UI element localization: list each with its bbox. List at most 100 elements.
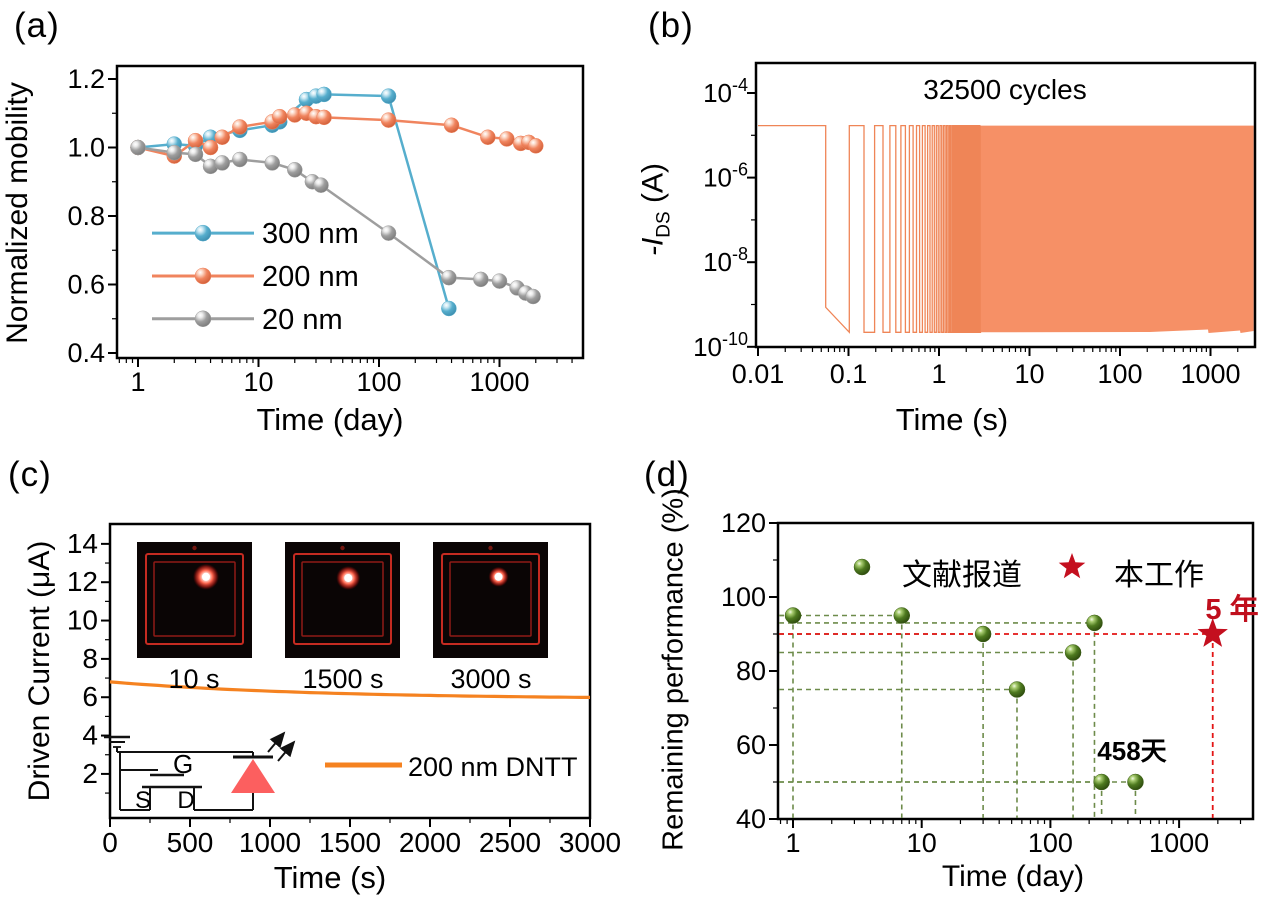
svg-text:10: 10 <box>243 367 273 397</box>
data-point <box>893 607 911 624</box>
led-icon <box>231 759 275 793</box>
svg-text:10-8: 10-8 <box>703 244 748 277</box>
data-point <box>784 607 802 624</box>
svg-text:80: 80 <box>736 656 766 686</box>
svg-text:1: 1 <box>130 367 145 397</box>
panel-c-axes: 0 500 1000 1500 2000 2500 3000 2 4 6 8 10 12 14 <box>67 528 621 858</box>
photo-timestamp-2: 1500 s <box>302 664 384 694</box>
svg-text:8: 8 <box>82 643 98 674</box>
svg-text:6: 6 <box>82 681 98 712</box>
panel-c-chart: 0 500 1000 1500 2000 2500 3000 2 4 6 8 10 12 14 GS D <box>67 522 621 858</box>
svg-text:100: 100 <box>356 367 401 397</box>
svg-text:10-4: 10-4 <box>703 75 748 108</box>
svg-text:0: 0 <box>102 827 118 858</box>
data-point <box>380 225 397 241</box>
data-point <box>441 269 457 286</box>
data-point <box>853 558 871 576</box>
data-point <box>380 112 397 128</box>
photo-timestamp-1: 10 s <box>168 664 220 694</box>
svg-text:4: 4 <box>82 720 98 751</box>
panel-b-chart: 0.01 0.1 1 10 100 1000 10-4 10-6 10-8 10-10 <box>693 61 1257 389</box>
data-point <box>499 131 515 147</box>
photo-timestamp-3: 3000 s <box>450 664 532 694</box>
svg-text:10-10: 10-10 <box>693 329 748 362</box>
svg-text:14: 14 <box>67 528 98 559</box>
panel-a-legend: 300 nm 200 nm 20 nm <box>152 218 359 336</box>
data-point <box>214 129 230 145</box>
svg-text:0.8: 0.8 <box>67 201 105 231</box>
data-point <box>130 139 146 156</box>
data-point <box>214 155 230 171</box>
svg-text:1: 1 <box>931 359 946 389</box>
data-point <box>528 138 544 154</box>
device-photo-1 <box>137 542 252 658</box>
data-point <box>443 117 460 133</box>
ids-symbol: -I <box>636 237 670 257</box>
data-point <box>525 288 541 305</box>
panel-a-label: (a) <box>14 6 60 45</box>
panel-b-label: (b) <box>648 6 694 45</box>
svg-text:0.6: 0.6 <box>67 270 105 300</box>
svg-text:10: 10 <box>67 605 98 636</box>
panel-c-y-axis-title: Driven Current (μA) <box>23 540 56 802</box>
panel-d-label: (d) <box>644 455 690 494</box>
svg-text:40: 40 <box>736 804 766 834</box>
panel-d-guides <box>779 614 1214 818</box>
svg-text:10: 10 <box>1014 359 1044 389</box>
panel-a-series-20nm <box>130 139 541 305</box>
data-point <box>1064 644 1082 661</box>
svg-text:1000: 1000 <box>239 827 301 858</box>
data-point <box>264 155 280 171</box>
panel-d-chart: 1 10 100 1000 40 60 80 100 120 <box>721 508 1255 858</box>
panel-d-points <box>784 607 1228 791</box>
data-point <box>313 177 329 193</box>
data-point <box>1008 681 1026 698</box>
panel-d-x-axis-title: Time (day) <box>941 860 1085 893</box>
panel-b-x-axis-title: Time (s) <box>895 402 1009 437</box>
legend-label: 20 nm <box>262 304 343 336</box>
svg-text:1: 1 <box>785 828 800 858</box>
data-point <box>316 109 332 126</box>
svg-text:0.01: 0.01 <box>732 359 785 389</box>
data-point <box>187 146 204 163</box>
svg-text:120: 120 <box>721 508 766 538</box>
panel-d-legend-this-work: 本工作 <box>1114 559 1204 592</box>
svg-text:100: 100 <box>1028 828 1073 858</box>
svg-text:2: 2 <box>82 758 98 789</box>
data-point <box>271 108 288 125</box>
panel-c-x-axis-title: Time (s) <box>273 860 387 895</box>
data-point <box>194 310 212 327</box>
source-label: S <box>135 787 151 814</box>
data-point <box>1093 773 1110 791</box>
panel-b-annotation-cycles: 32500 cycles <box>923 74 1087 105</box>
svg-text:500: 500 <box>167 827 214 858</box>
panel-c-label: (c) <box>8 455 52 494</box>
svg-text:2500: 2500 <box>479 827 541 858</box>
data-point <box>1086 614 1103 632</box>
legend-label: 200 nm <box>262 261 359 293</box>
svg-text:3000: 3000 <box>559 827 621 858</box>
data-point <box>166 144 183 161</box>
panel-c-series <box>109 680 590 700</box>
legend-star-icon <box>1058 553 1086 579</box>
svg-text:1000: 1000 <box>469 367 529 397</box>
svg-text:12: 12 <box>67 566 98 597</box>
panel-a-y-axis-title: Normalized mobility <box>1 82 34 344</box>
drain-label: D <box>177 787 194 814</box>
svg-text:60: 60 <box>736 730 766 760</box>
driven-current-curve <box>109 680 590 700</box>
svg-text:1000: 1000 <box>1149 828 1209 858</box>
data-point <box>194 224 212 242</box>
panel-d-annotation-5-years: 5 年 <box>1205 594 1259 626</box>
data-point <box>491 273 508 289</box>
gate-label: G <box>173 749 193 779</box>
panel-d-y-axis-title: Remaining performance (%) <box>657 488 690 851</box>
panel-d-axes: 1 10 100 1000 40 60 80 100 120 <box>721 508 1242 858</box>
panel-b-y-axis-title: -IDS (A) <box>637 110 676 310</box>
data-point <box>480 129 496 145</box>
svg-text:2000: 2000 <box>399 827 461 858</box>
data-point <box>287 162 303 178</box>
panel-a-series-200nm <box>130 105 544 164</box>
